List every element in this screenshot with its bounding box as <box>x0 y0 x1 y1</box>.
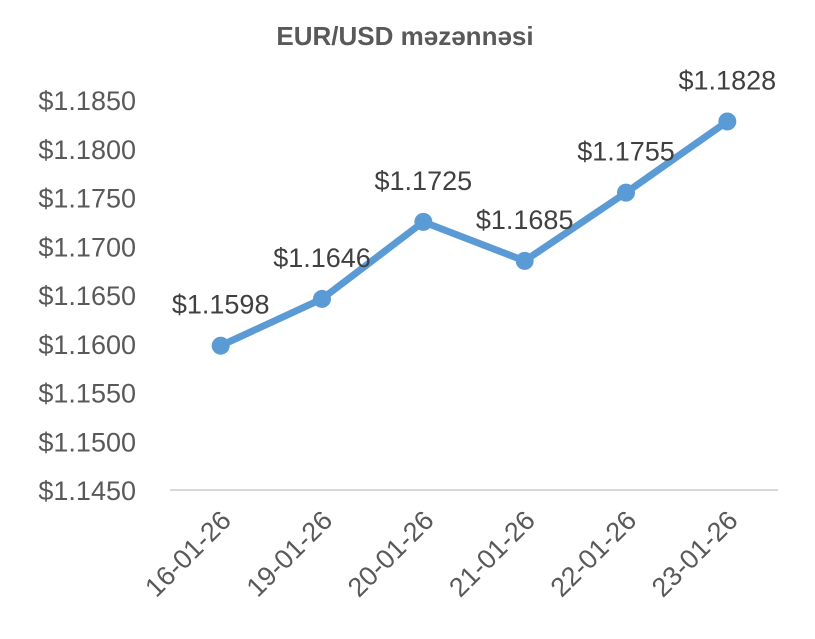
chart-title: EUR/USD məzənnəsi <box>276 21 533 51</box>
data-label: $1.1598 <box>172 290 270 320</box>
series-group <box>211 112 737 355</box>
x-tick-label: 16-01-26 <box>139 505 237 603</box>
x-tick-label: 20-01-26 <box>342 505 440 603</box>
y-tick-label: $1.1700 <box>38 232 136 262</box>
data-point <box>515 251 534 270</box>
data-label: $1.1755 <box>577 137 675 167</box>
y-tick-label: $1.1650 <box>38 281 136 311</box>
series-line <box>217 117 731 350</box>
data-label: $1.1685 <box>476 205 574 235</box>
x-tick-label: 23-01-26 <box>646 505 744 603</box>
data-point <box>313 289 331 308</box>
y-tick-label: $1.1750 <box>38 184 136 214</box>
data-point <box>414 212 433 231</box>
y-tick-label: $1.1800 <box>38 135 136 165</box>
data-labels: $1.1598$1.1646 $1.1725$1.1685 $1.1755 $1.18… <box>172 65 776 319</box>
data-label: $1.1725 <box>375 166 473 196</box>
x-tick-label: 19-01-26 <box>241 505 339 603</box>
x-axis: 16-01-26 19-01-26 20-01-26 21-01-26 22-01-26… <box>139 489 778 603</box>
y-tick-label: $1.1550 <box>38 379 136 409</box>
data-point <box>211 336 230 355</box>
data-point <box>718 112 737 131</box>
x-tick-label: 22-01-26 <box>545 505 643 603</box>
x-tick-label: 21-01-26 <box>443 505 541 603</box>
y-tick-label: $1.1850 <box>38 86 136 116</box>
data-point <box>617 183 635 202</box>
y-tick-label: $1.1500 <box>38 427 136 457</box>
y-axis: $1.1450 $1.1500 $1.1550 $1.1600 $1.1650 $1.17… <box>38 86 136 506</box>
data-label: $1.1828 <box>679 65 777 95</box>
data-label: $1.1646 <box>273 243 371 273</box>
y-tick-label: $1.1450 <box>38 476 136 506</box>
y-tick-label: $1.1600 <box>38 330 136 360</box>
